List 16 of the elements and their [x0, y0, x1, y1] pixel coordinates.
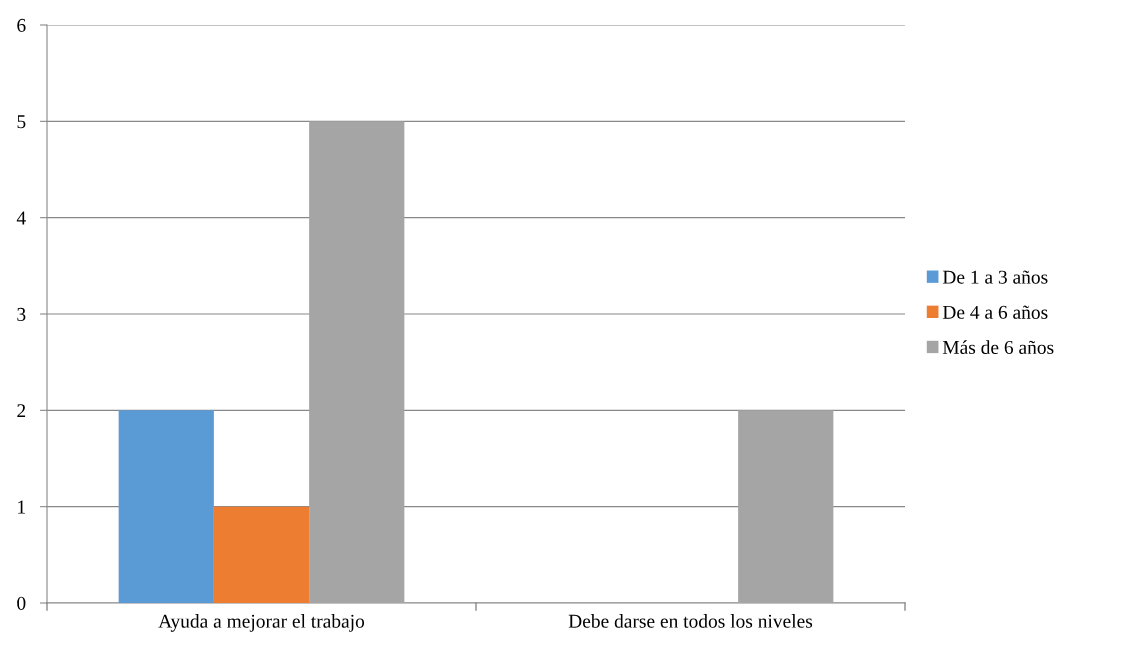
y-tick-label: 6	[17, 18, 26, 32]
bar	[118, 410, 214, 603]
y-tick-label: 1	[18, 500, 25, 514]
x-tick-label: Ayuda a mejorar el trabajo	[158, 614, 365, 632]
legend-label: Más de 6 años	[942, 340, 1054, 354]
y-tick-label: 0	[17, 596, 26, 610]
y-tick-label: 3	[17, 307, 26, 321]
legend-label: De 4 a 6 años	[942, 305, 1048, 319]
y-tick-label: 4	[16, 211, 26, 225]
x-tick-label: Debe darse en todos los niveles	[568, 614, 813, 628]
bar	[309, 121, 405, 603]
y-tick-label: 5	[17, 115, 26, 129]
y-tick-label: 2	[17, 404, 26, 418]
bar	[213, 506, 310, 603]
bar	[738, 410, 834, 603]
legend-label: De 1 a 3 años	[942, 270, 1048, 284]
